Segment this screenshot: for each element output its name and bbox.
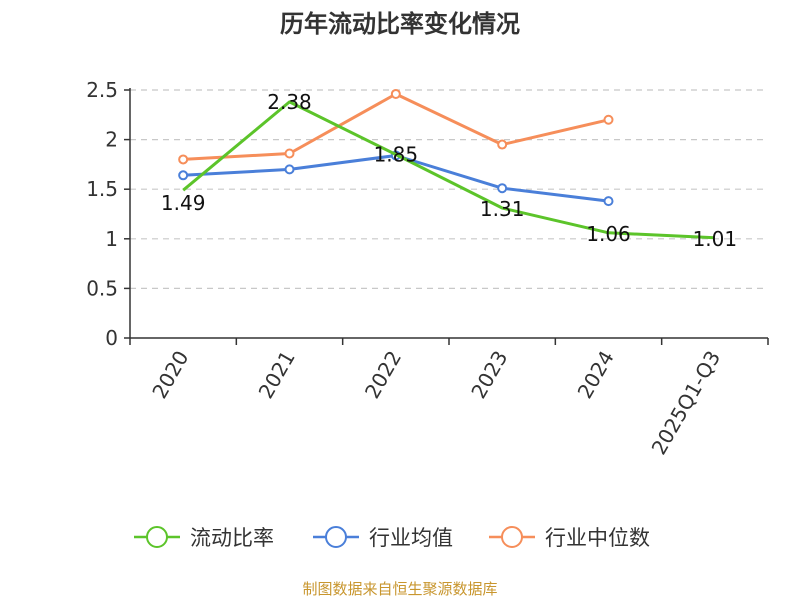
- legend-marker-0: [146, 526, 168, 548]
- legend-marker-1: [325, 526, 347, 548]
- legend[interactable]: 流动比率 行业均值 行业中位数: [134, 526, 650, 550]
- series-1-point-3: [497, 183, 508, 194]
- legend-marker-2: [501, 526, 523, 548]
- series-1-point-0: [178, 170, 189, 181]
- series-2-point-2: [390, 88, 401, 99]
- data-label-1: 2.38: [267, 90, 312, 114]
- y-tick-label-5: 2.5: [86, 78, 118, 102]
- chart-title: 历年流动比率变化情况: [280, 10, 520, 38]
- source-note: 制图数据来自恒生聚源数据库: [302, 580, 497, 598]
- series-2-point-3: [497, 139, 508, 150]
- series-line-0: [182, 100, 715, 240]
- data-label-2: 1.85: [374, 142, 419, 166]
- x-tick-label-2: 2022: [360, 347, 406, 403]
- y-tick-label-0: 0: [105, 326, 118, 350]
- grid-lines: [130, 89, 768, 289]
- y-tick-label-2: 1: [105, 227, 118, 251]
- legend-item-0[interactable]: 流动比率: [134, 526, 274, 550]
- y-tick-label-3: 1.5: [86, 177, 118, 201]
- data-label-0: 1.49: [161, 191, 206, 215]
- series-lines: [178, 88, 715, 240]
- legend-item-1[interactable]: 行业均值: [313, 526, 453, 550]
- y-tick-label-4: 2: [105, 128, 118, 152]
- x-tick-label-1: 2021: [254, 347, 300, 403]
- data-label-4: 1.06: [586, 222, 631, 246]
- legend-item-2[interactable]: 行业中位数: [489, 526, 650, 550]
- data-label-5: 1.01: [693, 227, 738, 251]
- series-2-point-0: [178, 154, 189, 165]
- legend-label-0: 流动比率: [190, 526, 274, 550]
- legend-label-2: 行业中位数: [545, 526, 650, 550]
- x-tick-label-5: 2025Q1-Q3: [646, 347, 725, 459]
- series-2-point-1: [284, 148, 295, 159]
- series-1-point-4: [603, 196, 614, 207]
- data-labels: 1.49 2.38 1.85 1.31 1.06 1.01: [161, 90, 737, 251]
- x-tick-label-3: 2023: [466, 346, 512, 402]
- y-tick-label-1: 0.5: [86, 276, 118, 300]
- series-1-point-1: [284, 164, 295, 175]
- axes: 0 0.5 1 1.5 2 2.5 2020 2021 2022 2023 2024 2025Q1-Q…: [86, 78, 769, 459]
- x-tick-label-0: 2020: [147, 347, 193, 403]
- x-tick-label-4: 2024: [573, 347, 619, 403]
- series-2-point-4: [603, 114, 614, 125]
- data-label-3: 1.31: [480, 197, 525, 221]
- legend-label-1: 行业均值: [369, 526, 453, 550]
